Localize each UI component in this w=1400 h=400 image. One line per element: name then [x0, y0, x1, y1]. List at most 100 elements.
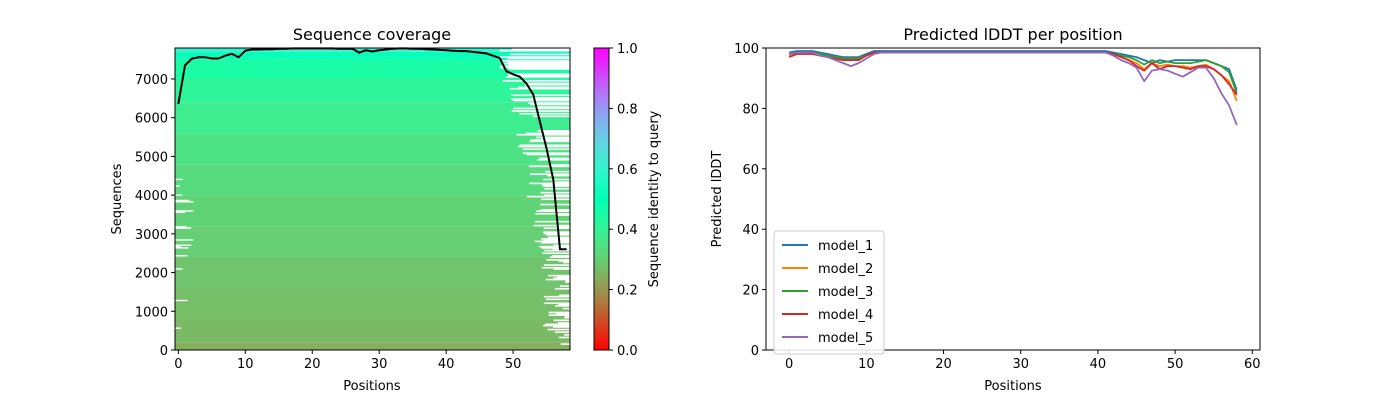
x-tick-label: 0 [785, 357, 793, 372]
alignment-gap [518, 86, 570, 89]
alignment-gap [528, 102, 570, 104]
alignment-gap [529, 140, 570, 143]
alignment-gap [544, 194, 570, 197]
alignment-gap [565, 281, 570, 283]
alignment-gap [539, 157, 570, 160]
y-tick-label: 0 [160, 344, 168, 359]
alignment-gap [529, 173, 570, 176]
x-tick-label: 30 [1012, 357, 1029, 372]
identity-band [175, 257, 570, 289]
y-tick-label: 2000 [135, 267, 168, 282]
legend-box [773, 230, 885, 355]
colorbar-label: Sequence identity to query [647, 110, 662, 287]
alignment-gap [543, 227, 570, 230]
alignment-gap [553, 319, 570, 322]
alignment-gap [175, 199, 190, 202]
alignment-gap [499, 56, 570, 58]
coverage-heatmap [175, 48, 570, 350]
alignment-gap [544, 187, 570, 190]
alignment-gap [547, 328, 570, 331]
alignment-gap [559, 294, 570, 297]
plddt-series-lines [788, 50, 1238, 126]
alignment-gap [542, 231, 570, 233]
alignment-gap [536, 210, 570, 212]
identity-band [175, 102, 570, 134]
alignment-gap [563, 261, 570, 264]
alignment-gap [175, 227, 192, 229]
colorbar-tick-label: 0.2 [617, 284, 638, 299]
alignment-gap [537, 158, 570, 161]
alignment-gap [558, 336, 570, 339]
alignment-gap [556, 312, 570, 315]
y-tick-label: 60 [742, 163, 759, 178]
alignment-gap [562, 307, 570, 310]
identity-band [175, 59, 570, 79]
alignment-gap [519, 112, 570, 115]
alignment-gap [560, 343, 570, 345]
alignment-gap [175, 210, 194, 212]
alignment-gap [542, 324, 570, 327]
alignment-gap [545, 278, 570, 281]
alignment-gap [518, 145, 570, 148]
alignment-gap [565, 315, 570, 318]
identity-band [175, 226, 570, 258]
alignment-gap [543, 178, 570, 181]
y-tick-label: 1000 [135, 305, 168, 320]
alignment-gap [553, 268, 570, 270]
alignment-gap [551, 181, 570, 183]
alignment-gap [548, 314, 570, 316]
alignment-gap [535, 212, 570, 215]
identity-band [175, 48, 570, 52]
alignment-gap [555, 331, 570, 334]
identity-band [175, 164, 570, 196]
colorbar-tick-label: 0.8 [617, 102, 638, 117]
alignment-gap [175, 239, 194, 241]
alignment-gap [175, 211, 186, 214]
alignment-gap [511, 110, 570, 112]
alignment-gap [553, 277, 570, 280]
y-tick-label: 4000 [135, 189, 168, 204]
alignment-gap [543, 232, 570, 235]
plddt-title: Predicted lDDT per position [903, 25, 1122, 44]
alignment-gap [558, 260, 570, 262]
alignment-gap [505, 76, 570, 78]
x-tick-label: 40 [438, 357, 455, 372]
colorbar-tick-label: 0.6 [617, 163, 638, 178]
plddt-y-label: Predicted lDDT [710, 151, 725, 248]
alignment-gap [565, 280, 570, 282]
alignment-gap [175, 245, 181, 248]
alignment-gap [541, 183, 570, 186]
alignment-gap [552, 255, 570, 257]
alignment-gap [541, 247, 570, 249]
x-tick-label: 50 [505, 357, 522, 372]
coverage-x-label: Positions [343, 379, 401, 394]
alignment-gap [175, 178, 183, 181]
identity-band [175, 319, 570, 343]
legend-label: model_2 [818, 262, 873, 277]
alignment-gap [544, 323, 570, 326]
identity-band [175, 51, 570, 60]
alignment-gap [499, 49, 570, 52]
plddt-panel: Predicted lDDT per position 0 10 20 30 40 50 6… [710, 25, 1261, 394]
alignment-gap [532, 115, 570, 118]
alignment-gap [525, 83, 570, 86]
identity-band [175, 342, 570, 350]
alignment-gap [554, 305, 570, 307]
alignment-gap [549, 164, 570, 166]
alignment-gap [553, 244, 570, 247]
alignment-gap [540, 241, 570, 244]
alignment-gap [559, 285, 570, 287]
alignment-gap [530, 103, 570, 106]
y-tick-label: 40 [742, 223, 759, 238]
alignment-gap [533, 224, 570, 227]
alignment-gap [542, 131, 570, 133]
alignment-gap [175, 255, 188, 257]
coverage-axes-frame [174, 47, 571, 351]
x-tick-label: 50 [1167, 357, 1184, 372]
legend-label: model_3 [818, 285, 873, 300]
alignment-gap [541, 266, 570, 269]
alignment-gap [526, 195, 570, 198]
alignment-gap [531, 97, 570, 99]
alignment-gap [499, 60, 570, 62]
alignment-gap [537, 130, 570, 132]
